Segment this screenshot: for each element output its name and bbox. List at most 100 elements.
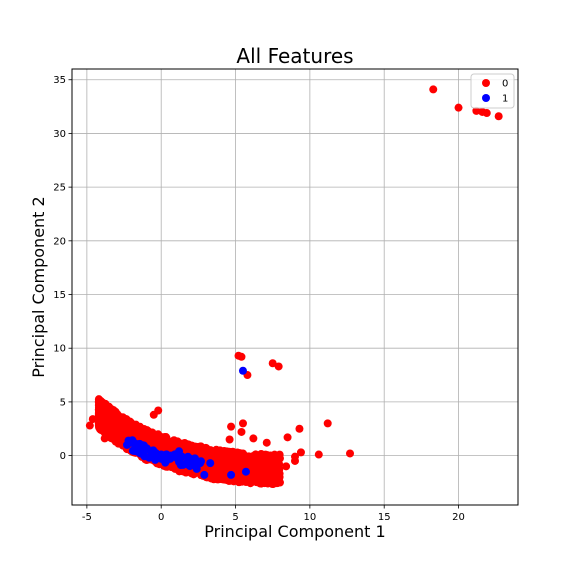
point-class-0 xyxy=(201,443,210,452)
point-class-0 xyxy=(258,466,267,475)
point-class-0 xyxy=(96,398,105,407)
point-class-1 xyxy=(151,455,160,464)
plot-frame xyxy=(71,68,519,506)
x-tick-label: 5 xyxy=(232,512,238,523)
point-class-0 xyxy=(88,415,97,424)
point-class-1 xyxy=(206,459,215,468)
point-class-0 xyxy=(314,450,323,459)
x-axis-label: Principal Component 1 xyxy=(204,522,385,541)
point-class-0 xyxy=(296,448,305,457)
point-class-1 xyxy=(136,449,145,458)
point-class-1 xyxy=(200,470,209,479)
point-class-0 xyxy=(494,112,503,121)
point-class-0 xyxy=(206,453,215,462)
x-axis-ticks: -5 0 5 10 15 20 xyxy=(82,505,465,523)
grid xyxy=(72,69,518,505)
point-class-1 xyxy=(175,447,184,456)
y-tick-label: 0 xyxy=(60,451,66,462)
y-tick-label: 30 xyxy=(53,129,66,140)
point-class-1 xyxy=(157,450,166,459)
point-class-0 xyxy=(235,461,244,470)
point-class-0 xyxy=(273,458,282,467)
point-class-0 xyxy=(240,475,249,484)
legend-marker-class-0 xyxy=(482,79,490,87)
point-class-1 xyxy=(123,440,132,449)
point-class-1 xyxy=(175,458,184,467)
point-class-0 xyxy=(227,422,236,431)
point-class-0 xyxy=(282,462,291,471)
point-class-0 xyxy=(115,420,124,429)
point-class-0 xyxy=(229,450,238,459)
point-class-0 xyxy=(454,103,463,112)
point-class-0 xyxy=(95,412,104,421)
point-class-0 xyxy=(291,456,299,465)
point-class-1 xyxy=(169,451,178,460)
y-tick-label: 35 xyxy=(53,75,66,86)
point-class-0 xyxy=(238,419,247,428)
y-tick-label: 20 xyxy=(53,236,66,247)
point-class-1 xyxy=(189,461,198,470)
point-class-0 xyxy=(323,419,332,428)
y-axis-ticks: 0 5 10 15 20 25 30 35 xyxy=(53,75,72,462)
point-class-0 xyxy=(110,434,119,443)
point-class-1 xyxy=(238,366,247,375)
legend-label-class-1: 1 xyxy=(502,94,508,105)
y-axis-label: Principal Component 2 xyxy=(29,196,48,377)
point-class-0 xyxy=(140,430,149,439)
point-class-1 xyxy=(196,457,205,466)
point-class-0 xyxy=(100,424,109,433)
point-class-0 xyxy=(275,469,284,478)
legend-box xyxy=(470,73,515,109)
point-class-0 xyxy=(225,435,234,444)
point-class-0 xyxy=(262,438,271,447)
data-points xyxy=(85,85,503,489)
point-class-0 xyxy=(118,429,127,438)
legend: 0 1 xyxy=(470,73,515,109)
point-class-0 xyxy=(237,352,246,361)
point-class-0 xyxy=(249,434,258,443)
x-tick-label: 0 xyxy=(158,512,164,523)
point-class-1 xyxy=(227,470,236,479)
point-class-0 xyxy=(252,453,261,462)
x-tick-label: -5 xyxy=(82,512,92,523)
point-class-0 xyxy=(253,476,262,485)
x-tick-label: 20 xyxy=(452,512,465,523)
legend-label-class-0: 0 xyxy=(502,79,508,90)
y-tick-label: 5 xyxy=(60,397,66,408)
point-class-0 xyxy=(156,438,165,447)
point-class-0 xyxy=(472,106,481,115)
point-class-0 xyxy=(346,449,355,458)
point-class-0 xyxy=(274,362,283,371)
point-class-0 xyxy=(274,477,283,486)
point-class-0 xyxy=(182,468,191,476)
point-class-0 xyxy=(146,429,155,438)
point-class-0 xyxy=(193,446,202,455)
point-class-1 xyxy=(128,437,137,446)
point-class-0 xyxy=(241,453,250,462)
point-class-0 xyxy=(134,425,143,434)
point-class-1 xyxy=(183,452,192,461)
point-class-0 xyxy=(123,416,132,425)
point-class-0 xyxy=(268,359,277,368)
point-class-0 xyxy=(237,427,246,436)
point-class-0 xyxy=(283,433,292,442)
point-class-1 xyxy=(161,456,170,465)
point-class-0 xyxy=(482,109,491,118)
point-class-1 xyxy=(241,467,250,476)
point-class-0 xyxy=(258,455,267,464)
point-class-0 xyxy=(100,434,109,443)
point-class-0 xyxy=(295,424,304,433)
x-tick-label: 15 xyxy=(378,512,391,523)
point-class-0 xyxy=(261,477,270,486)
point-class-0 xyxy=(219,460,228,469)
chart-title: All Features xyxy=(236,44,353,68)
point-class-0 xyxy=(275,450,284,459)
point-class-0 xyxy=(429,85,438,94)
point-class-0 xyxy=(217,475,226,484)
y-tick-label: 15 xyxy=(53,290,66,301)
y-tick-label: 10 xyxy=(53,344,66,355)
point-class-0 xyxy=(224,464,233,473)
point-class-0 xyxy=(218,447,227,456)
point-class-0 xyxy=(149,410,158,419)
